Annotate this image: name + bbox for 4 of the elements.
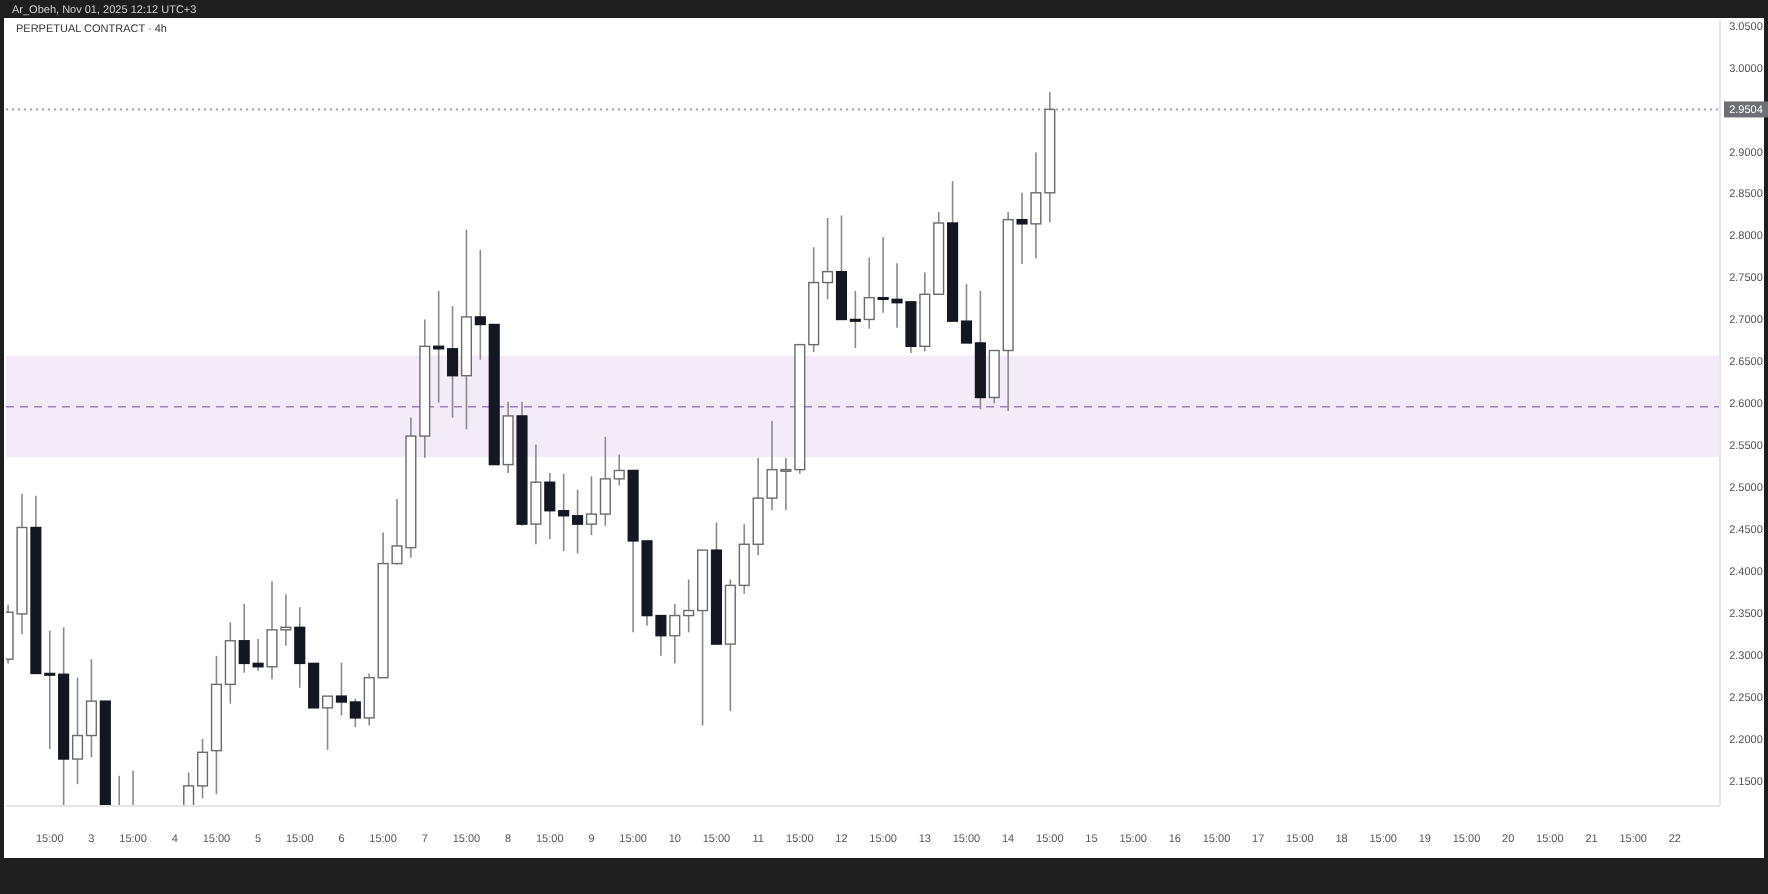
candlestick: [863, 256, 875, 330]
candlestick: [1016, 192, 1028, 265]
candlestick: [530, 443, 542, 546]
candlestick: [321, 695, 334, 751]
